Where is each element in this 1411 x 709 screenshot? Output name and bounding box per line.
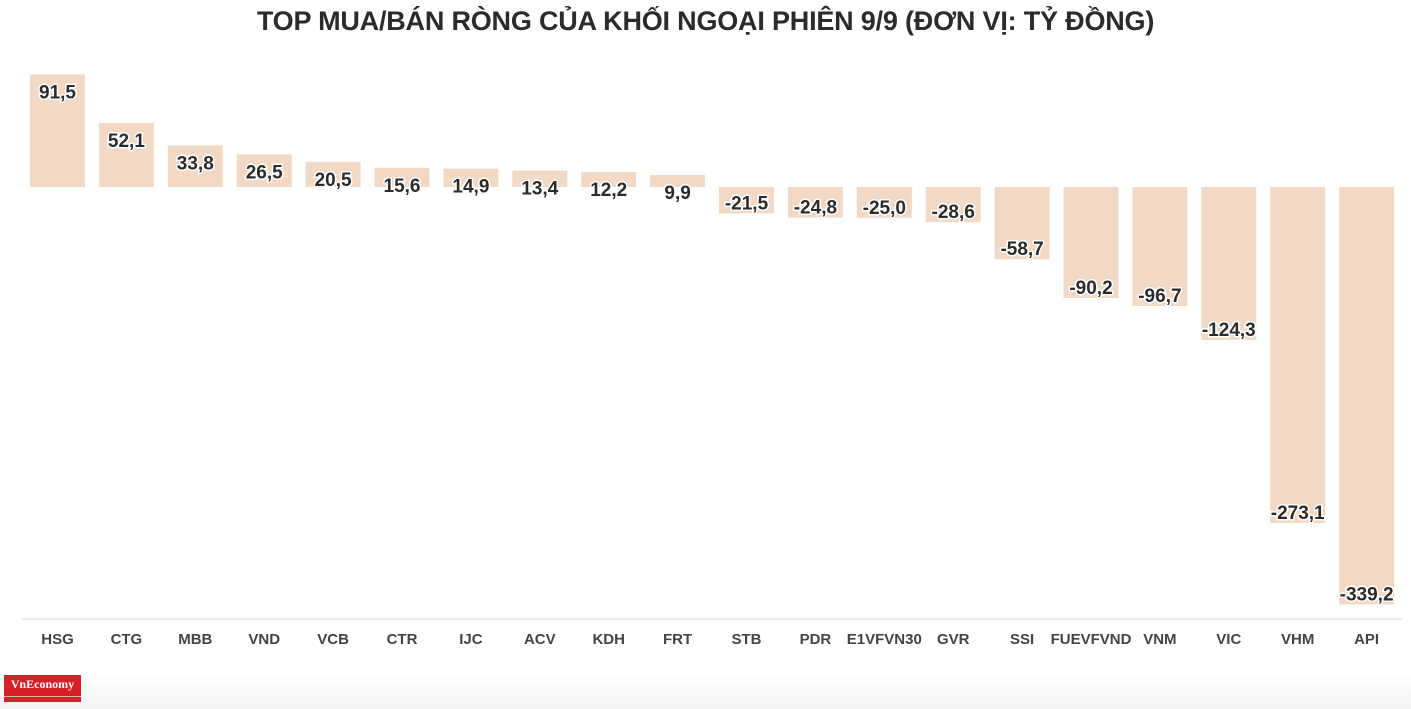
- x-tick-label: CTR: [387, 631, 418, 648]
- x-tick-label: MBB: [178, 631, 212, 648]
- x-tick-label: FUEVFVND: [1051, 631, 1132, 648]
- x-tick-label: VHM: [1281, 631, 1314, 648]
- bar-ijc: [443, 168, 499, 187]
- x-tick-label: ACV: [524, 631, 556, 648]
- chart-title: TOP MUA/BÁN RÒNG CỦA KHỐI NGOẠI PHIÊN 9/…: [256, 6, 1155, 36]
- bar-vic: [1201, 187, 1257, 340]
- x-tick-label: VND: [248, 631, 280, 648]
- x-tick-label: VCB: [317, 631, 349, 648]
- bar-fuevfvnd: [1063, 187, 1119, 298]
- x-tick-label: GVR: [937, 631, 970, 648]
- x-tick-label: KDH: [592, 631, 625, 648]
- bar-gvr: [925, 187, 981, 223]
- bar-e1vfvn30: [856, 187, 912, 218]
- data-label: -25,0: [863, 198, 906, 219]
- x-tick-label: FRT: [663, 631, 692, 648]
- data-label: -273,1: [1271, 503, 1325, 524]
- data-label: 15,6: [384, 176, 421, 197]
- bar-mbb: [167, 145, 223, 187]
- data-label: 91,5: [39, 82, 76, 103]
- bar-acv: [512, 170, 568, 187]
- bar-kdh: [581, 171, 637, 187]
- x-tick-label: IJC: [459, 631, 483, 648]
- logo-tagline-line: [4, 696, 81, 700]
- x-tick-label: CTG: [111, 631, 143, 648]
- data-label: -96,7: [1138, 286, 1181, 307]
- bar-vcb: [305, 161, 361, 187]
- data-label: -339,2: [1340, 584, 1394, 605]
- data-label: 12,2: [590, 180, 627, 201]
- bar-vhm: [1270, 187, 1326, 524]
- data-label: -58,7: [1000, 239, 1043, 260]
- data-label: -124,3: [1202, 320, 1256, 341]
- logo-text: VnEconomy: [10, 677, 75, 691]
- data-label: -28,6: [932, 202, 975, 223]
- x-tick-label: E1VFVN30: [847, 631, 922, 648]
- bar-frt: [650, 174, 706, 187]
- x-tick-label: VNM: [1143, 631, 1176, 648]
- data-label: 13,4: [521, 179, 558, 200]
- bar-vnm: [1132, 187, 1188, 306]
- data-label: -90,2: [1069, 278, 1112, 299]
- data-label: 14,9: [452, 177, 489, 198]
- bar-ctr: [374, 167, 430, 187]
- vneconomy-logo: VnEconomy: [4, 675, 81, 702]
- x-tick-label: PDR: [800, 631, 832, 648]
- bar-hsg: [30, 74, 85, 187]
- x-tick-label: STB: [732, 631, 762, 648]
- x-tick-label: API: [1354, 631, 1379, 648]
- bar-pdr: [787, 187, 843, 218]
- bar-stb: [719, 187, 774, 214]
- bar-vnd: [236, 154, 292, 187]
- bar-ctg: [98, 122, 154, 187]
- bar-api: [1339, 187, 1395, 605]
- data-label: -21,5: [725, 193, 769, 214]
- x-tick-label: SSI: [1010, 631, 1034, 648]
- footer-strip: [0, 672, 1411, 709]
- data-label: 33,8: [177, 153, 214, 174]
- bar-ssi: [994, 187, 1050, 260]
- data-label: 52,1: [108, 131, 145, 152]
- x-tick-label: HSG: [41, 631, 74, 648]
- data-label: 9,9: [664, 183, 690, 204]
- data-label: -24,8: [794, 198, 837, 219]
- x-tick-label: VIC: [1216, 631, 1241, 648]
- data-label: 20,5: [315, 170, 352, 191]
- data-label: 26,5: [246, 162, 283, 183]
